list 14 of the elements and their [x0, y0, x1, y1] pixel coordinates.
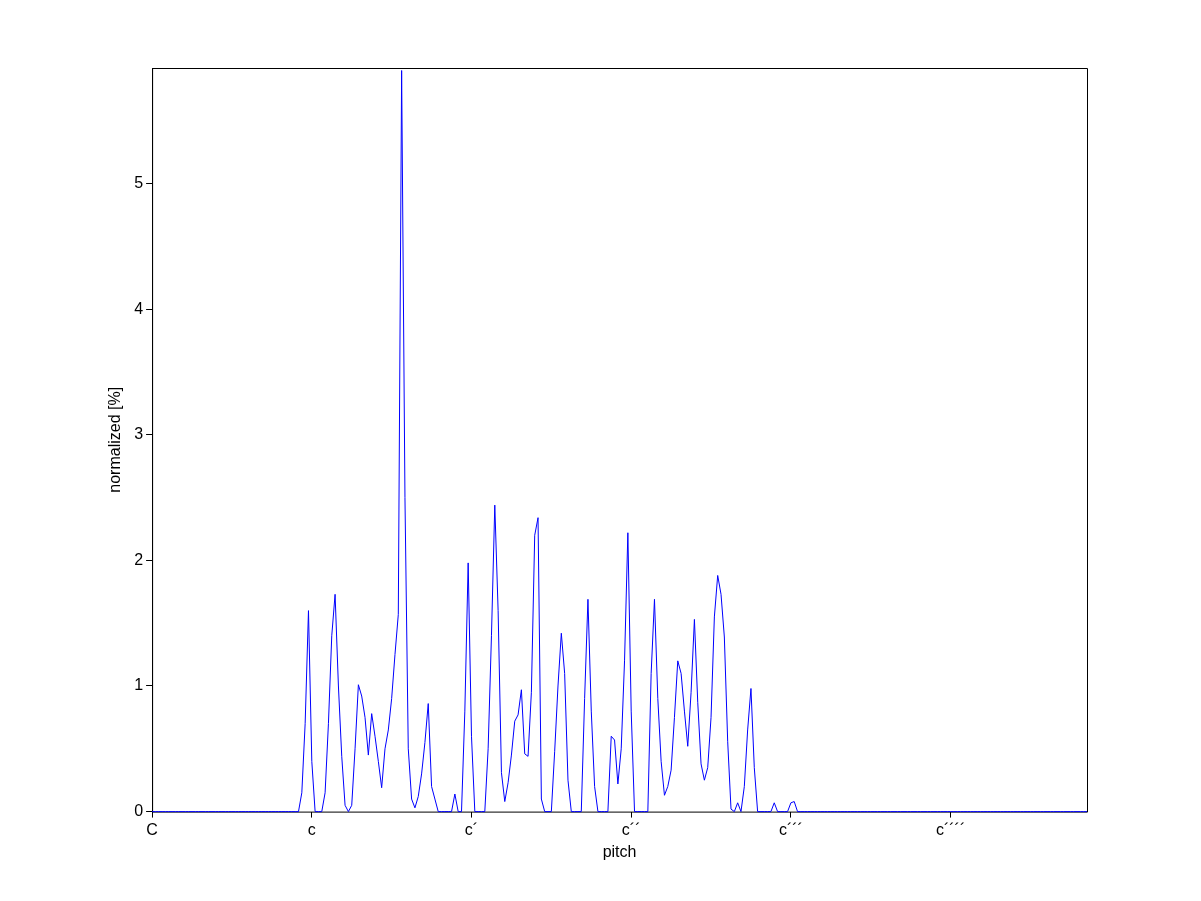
y-tick-label: 2 — [134, 550, 144, 568]
x-axis-title: pitch — [602, 842, 637, 860]
x-tick-label: c´´ — [621, 820, 641, 838]
y-tick-label: 4 — [134, 299, 144, 317]
y-tick-label: 1 — [134, 676, 144, 694]
y-axis-title: normalized [%] — [106, 386, 124, 493]
y-tick-label: 3 — [134, 425, 144, 443]
x-tick-label: c´´´ — [778, 820, 803, 838]
x-tick-label: c´´´´ — [935, 820, 966, 838]
x-tick-label: c´ — [464, 820, 479, 838]
y-tick-label: 0 — [134, 802, 144, 820]
x-tick-label: c — [307, 820, 316, 838]
y-tick-label: 5 — [134, 173, 144, 191]
x-tick-label: C — [146, 820, 158, 838]
